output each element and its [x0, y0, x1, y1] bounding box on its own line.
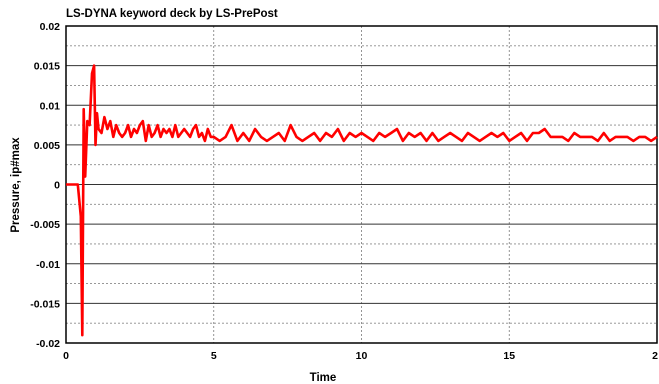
y-tick-label: 0.005 — [34, 140, 60, 152]
y-axis-label: Pressure, ip#max — [10, 137, 22, 233]
y-tick-label: 0.015 — [34, 61, 60, 73]
y-tick-label: 0 — [54, 180, 60, 192]
x-axis-ticks: 0 5 10 15 2 — [63, 350, 658, 362]
y-tick-label: 0.02 — [40, 21, 61, 33]
x-tick-label: 0 — [63, 350, 69, 362]
chart-title: LS-DYNA keyword deck by LS-PrePost — [66, 8, 278, 20]
y-tick-label: -0.015 — [30, 298, 60, 310]
x-axis-label: Time — [310, 372, 337, 384]
series-line-1 — [66, 64, 658, 337]
y-tick-label: -0.02 — [36, 338, 60, 350]
y-tick-label: -0.005 — [30, 219, 60, 231]
grid-lines — [66, 26, 657, 343]
x-tick-label: 15 — [503, 350, 515, 362]
y-tick-label: 0.01 — [40, 100, 61, 112]
x-tick-label: 10 — [356, 350, 368, 362]
x-tick-label: 2 — [652, 350, 658, 362]
series-layer — [66, 64, 658, 337]
y-tick-label: -0.01 — [36, 259, 60, 271]
x-tick-label: 5 — [211, 350, 217, 362]
y-axis-ticks: 0.02 0.015 0.01 0.005 0 -0.005 -0.01 -0.015 -0.0… — [30, 21, 60, 350]
